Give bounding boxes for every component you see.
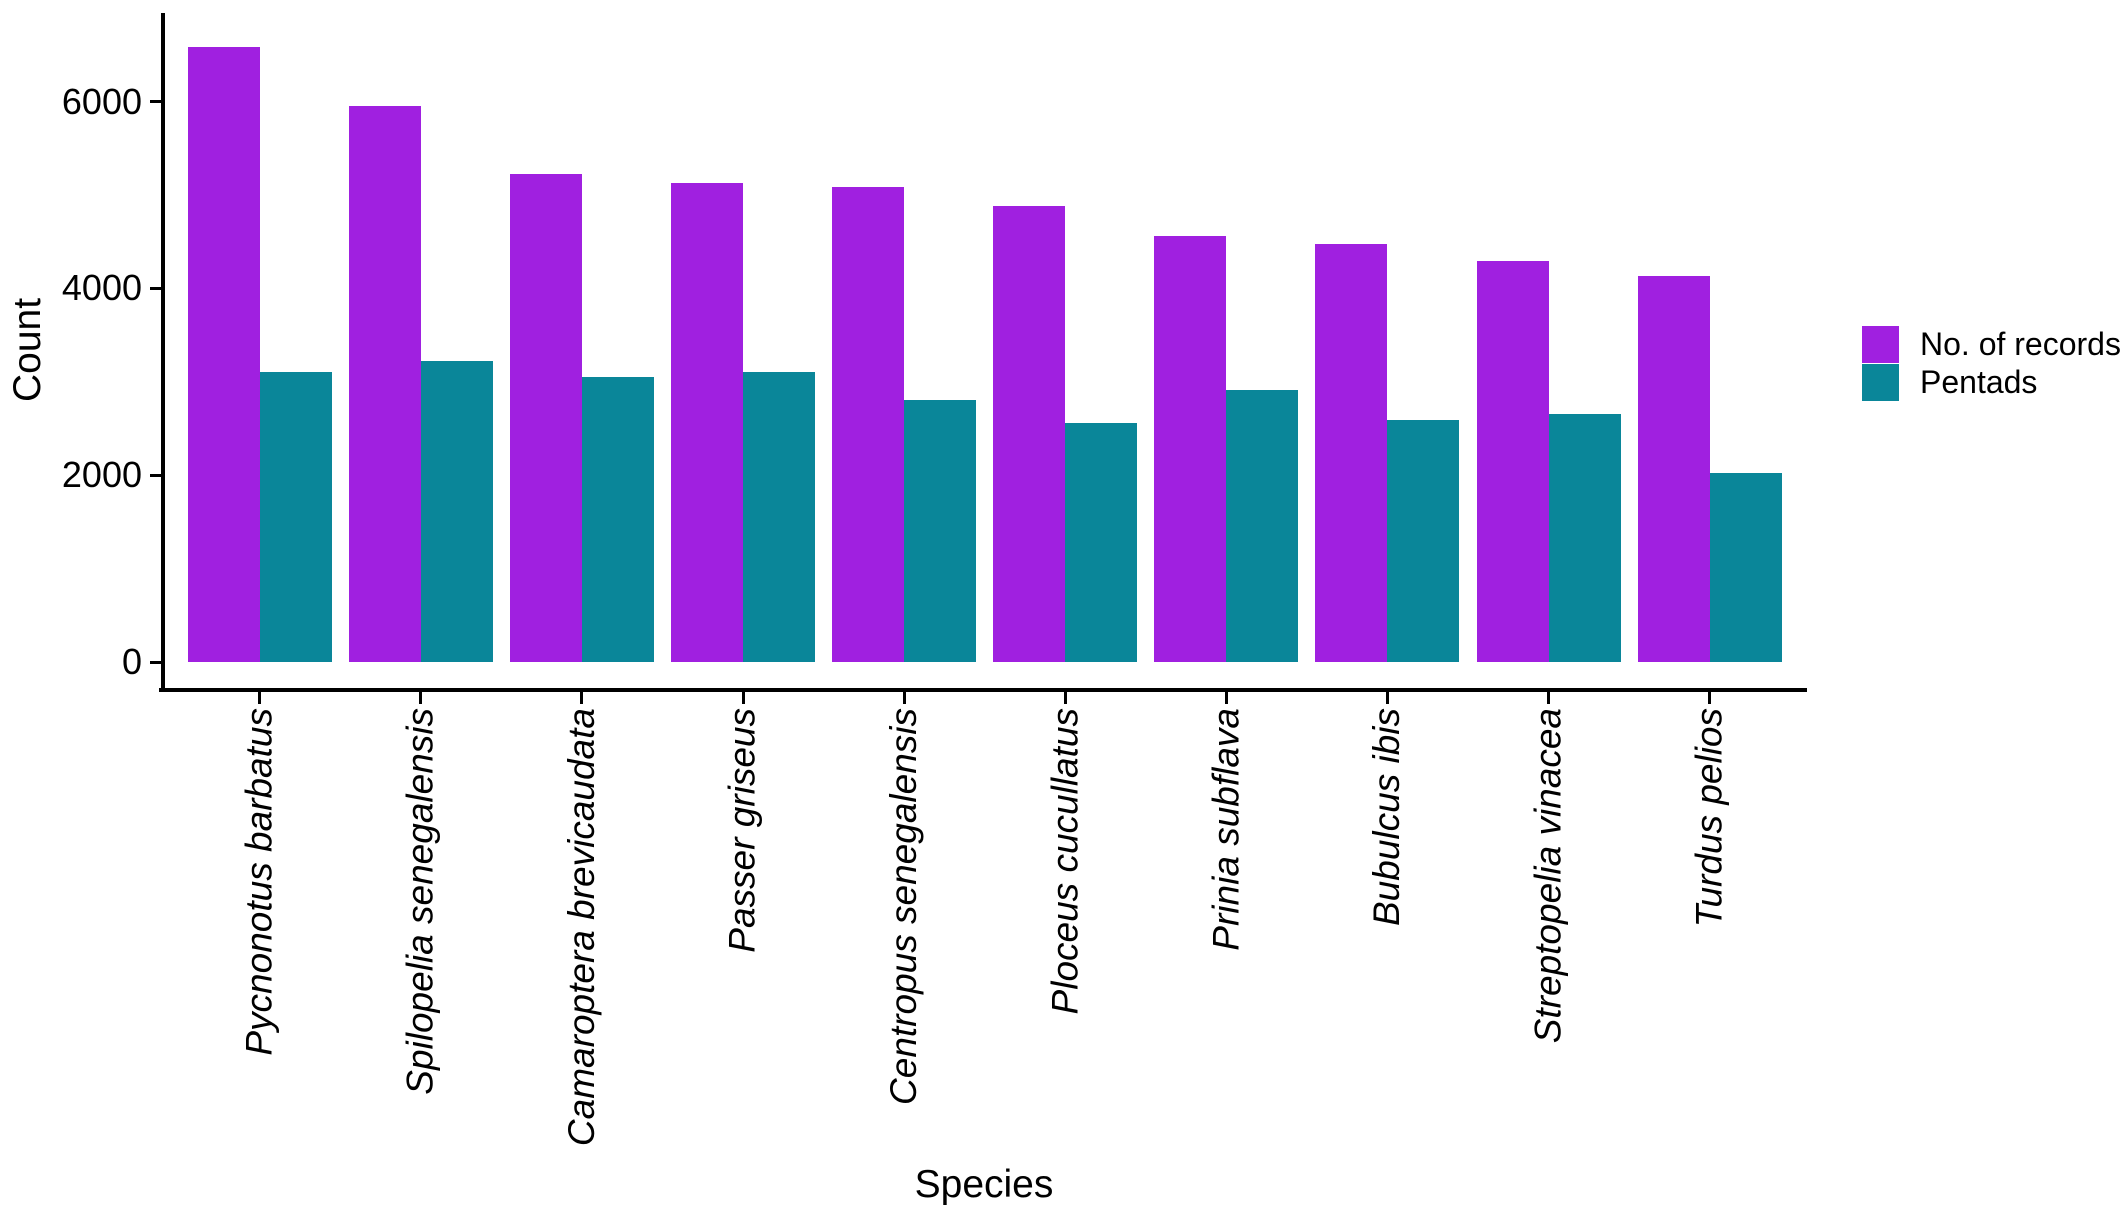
bar-pentads <box>259 372 332 662</box>
bar-records <box>348 106 421 662</box>
bar-records <box>1154 236 1227 662</box>
bar-records <box>1315 243 1388 662</box>
bar-pentads <box>904 399 977 662</box>
species-label: Bubulcus ibis <box>1366 708 1408 927</box>
species-label: Passer griseus <box>722 708 763 953</box>
bar-records <box>509 173 582 662</box>
legend-swatch-records <box>1862 326 1899 363</box>
legend-item-records: No. of records <box>1862 326 2121 363</box>
y-tick-label: 6000 <box>61 80 142 122</box>
y-tick-label: 4000 <box>61 267 142 309</box>
legend-label-records: No. of records <box>1920 326 2121 362</box>
x-tick-mark <box>1547 692 1550 704</box>
legend-label-pentads: Pentads <box>1920 364 2038 400</box>
legend-swatch-pentads <box>1862 364 1899 401</box>
y-tick-label: 2000 <box>61 454 142 496</box>
bar-pentads <box>1709 473 1782 662</box>
bar-records <box>1476 261 1549 662</box>
species-label: Spilopelia senegalensis <box>399 708 441 1095</box>
legend: No. of records Pentads <box>1862 326 2121 401</box>
species-label: Pycnonotus barbatus <box>238 708 280 1056</box>
bar-pentads <box>1065 422 1138 662</box>
species-label: Turdus pelios <box>1688 708 1730 928</box>
bar-records <box>993 206 1066 662</box>
x-tick-mark <box>419 692 423 704</box>
bar-pentads <box>1387 420 1460 662</box>
x-axis-line <box>159 688 1807 692</box>
y-tick-mark <box>150 100 162 104</box>
bar-records <box>1637 276 1710 662</box>
species-label: Streptopelia vinacea <box>1527 708 1569 1044</box>
y-axis-line <box>161 13 165 692</box>
species-label: Prinia subflava <box>1205 708 1247 951</box>
x-tick-mark <box>902 692 906 704</box>
bar-records <box>187 47 260 662</box>
x-tick-mark <box>1063 692 1067 704</box>
y-tick-mark <box>150 286 162 290</box>
y-axis-title: Count <box>6 297 49 403</box>
bar-pentads <box>743 372 815 662</box>
species-label: Ploceus cucullatus <box>1044 708 1086 1015</box>
bar-pentads <box>1548 414 1621 662</box>
bar-pentads <box>1226 390 1299 662</box>
x-tick-mark <box>580 692 584 704</box>
x-tick-mark <box>258 692 262 704</box>
species-label: Camaroptera brevicaudata <box>560 708 602 1147</box>
y-tick-mark <box>150 660 162 664</box>
legend-item-pentads: Pentads <box>1862 364 2121 401</box>
y-tick-label: 0 <box>121 641 142 682</box>
x-tick-mark <box>1224 692 1228 704</box>
bar-records <box>832 186 905 662</box>
species-label: Centropus senegalensis <box>883 708 925 1105</box>
bar-records <box>671 182 743 662</box>
bar-pentads <box>581 377 654 662</box>
x-tick-mark <box>741 692 745 704</box>
x-tick-mark <box>1708 692 1712 704</box>
bar-pentads <box>420 361 493 662</box>
y-tick-mark <box>150 473 162 477</box>
x-tick-mark <box>1385 692 1389 704</box>
x-axis-title: Species <box>914 1163 1054 1206</box>
